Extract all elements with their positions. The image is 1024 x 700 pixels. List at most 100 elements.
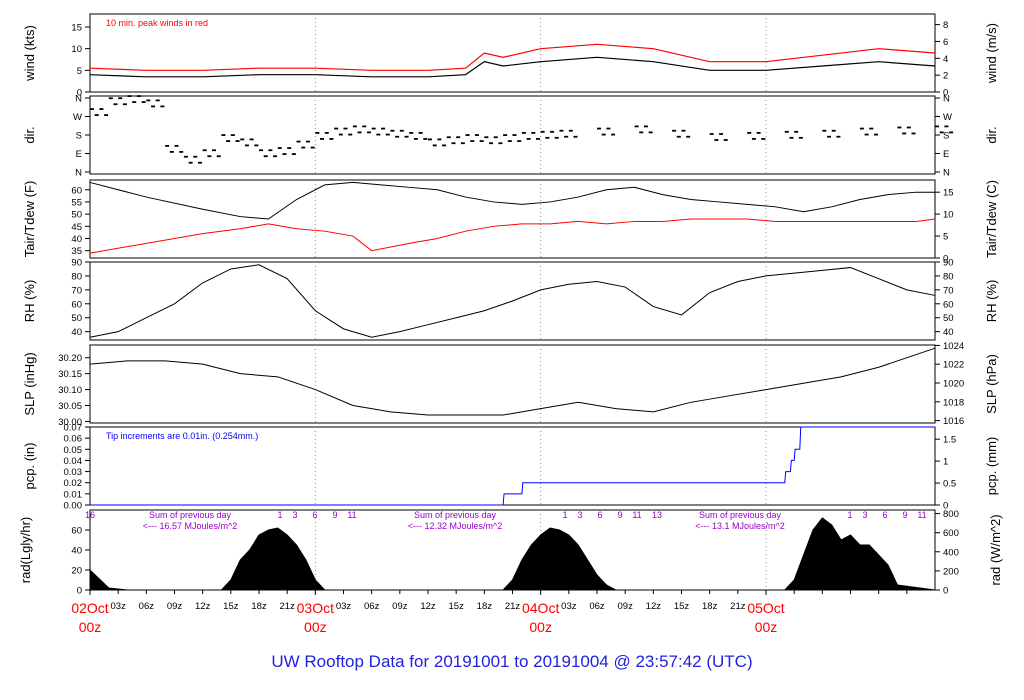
dir-point [287,147,292,149]
ylabel-right: Tair/Tdew (C) [984,180,999,258]
dir-point [141,101,146,103]
left-tick-label: 15 [71,23,82,34]
left-tick-label: 30.15 [58,369,82,380]
dir-point [611,133,616,136]
dir-point [179,151,184,153]
hour-marker: 11 [917,510,926,520]
hour-marker: 11 [632,510,641,520]
dir-point [902,132,907,135]
right-tick-label: 70 [943,285,954,296]
dir-point [212,149,217,152]
ylabel-left: RH (%) [22,280,37,323]
dir-point [676,135,681,138]
dir-point [836,135,841,138]
dir-point [188,161,193,164]
dir-point [381,127,386,130]
left-tick-label: N [75,168,82,179]
footer-title: UW Rooftop Data for 20191001 to 20191004… [271,652,752,671]
dir-point [507,140,512,142]
dir-point [489,142,494,145]
sum-annotation-line2: <--- 12.32 MJoules/m^2 [408,521,503,531]
dir-point [94,114,99,116]
dir-point [568,129,573,132]
day-label-date: 04Oct [522,600,559,616]
dir-point [606,127,611,130]
right-tick-label: 90 [943,258,954,269]
dir-point [493,136,498,139]
dir-point [686,135,691,138]
dir-point [301,146,306,149]
day-label-date: 02Oct [71,600,108,616]
dir-point [352,125,357,128]
ylabel-right: RH (%) [984,280,999,323]
dir-point [944,125,949,128]
dir-point [277,147,282,149]
day-label-hour: 00z [79,619,102,635]
ylabel-right: wind (m/s) [984,23,999,84]
series-line-wind-0 [89,56,936,78]
dir-point [230,134,235,136]
dir-point [531,132,536,134]
dir-point [521,132,526,134]
hour-tick-label: 15z [674,601,690,612]
hour-marker: 9 [902,510,907,520]
day-label-date: 05Oct [747,600,784,616]
dir-point [122,103,127,106]
hour-tick-label: 18z [251,601,267,612]
left-tick-label: 50 [71,210,82,221]
dir-point [906,126,911,129]
dir-point [474,134,479,136]
right-tick-label: S [943,131,949,142]
dir-point [366,131,371,134]
right-tick-label: 50 [943,313,954,324]
right-tick-label: 1.5 [943,435,956,446]
hour-marker: 9 [332,510,337,520]
right-tick-label: 2 [943,71,948,82]
left-tick-label: N [75,94,82,105]
dir-point [789,136,794,139]
dir-point [413,138,418,140]
left-tick-label: 70 [71,285,82,296]
dir-point [681,129,686,132]
left-tick-label: 55 [71,197,82,208]
dir-point [348,133,353,136]
dir-point [268,149,273,152]
right-tick-label: N [943,168,950,179]
dir-point [273,155,278,158]
right-tick-label: 8 [943,20,948,31]
right-tick-label: W [943,112,952,123]
series-line-pcp-0 [90,426,935,506]
dir-point [479,140,484,142]
dir-point [639,131,644,134]
hour-marker: 1 [277,510,282,520]
right-tick-label: 1022 [943,360,964,371]
left-tick-label: 0.04 [64,456,83,467]
right-tick-label: 1016 [943,416,964,427]
dir-point [240,138,245,141]
dir-point [550,130,555,133]
dir-point [747,132,752,134]
hour-tick-label: 06z [589,601,605,612]
left-tick-label: 0.05 [64,445,83,456]
hour-tick-label: 06z [139,601,155,612]
dir-point [169,151,174,153]
dir-point [127,95,132,97]
left-tick-label: 50 [71,313,82,324]
sum-annotation-line1: Sum of previous day [414,510,497,520]
hour-marker: 6 [882,510,887,520]
right-tick-label: 5 [943,232,948,243]
panel-pcp: 0.000.010.020.030.040.050.060.07 0 0.5 1 1.5… [22,423,999,512]
left-tick-label: 20 [71,566,82,577]
left-tick-label: 60 [71,526,82,537]
dir-point [672,129,677,132]
hour-tick-label: 12z [646,601,662,612]
dir-point [470,140,475,142]
dir-point [146,99,151,102]
hour-marker: 6 [312,510,317,520]
dir-point [526,138,531,140]
left-tick-label: 30.10 [58,385,82,396]
hour-marker: 16 [85,510,95,520]
dir-point [831,129,836,132]
